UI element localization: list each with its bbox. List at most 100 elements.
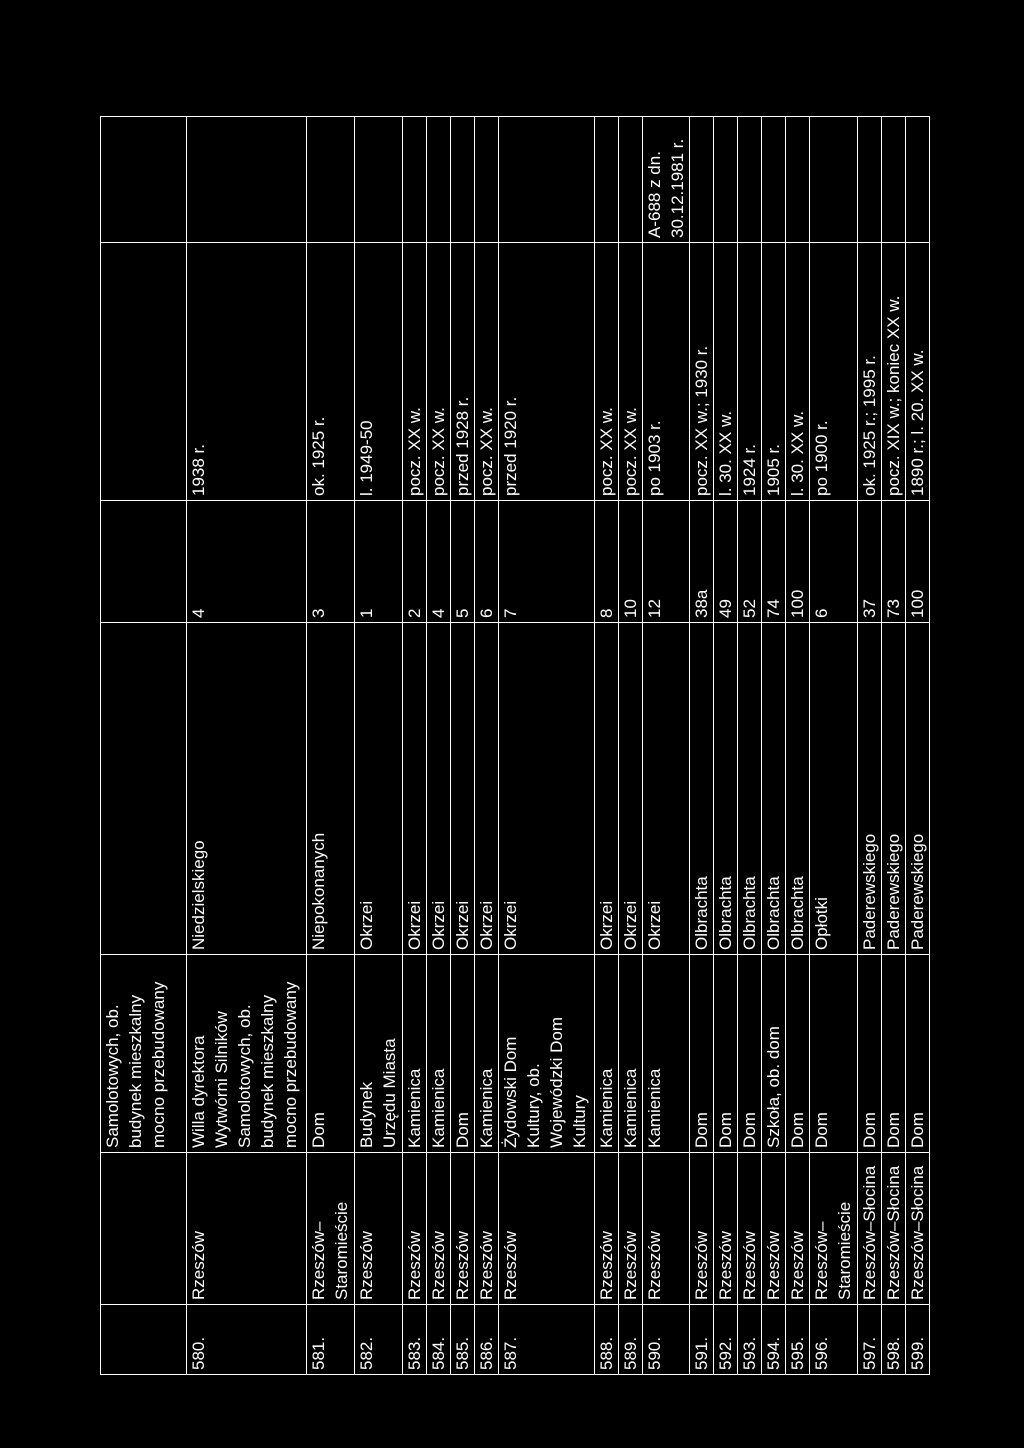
table-row: 597. Rzeszów–Słocina Dom Paderewskiego 37 ok.… — [857, 116, 882, 1375]
cell-street: Okrzei — [402, 622, 427, 955]
cell-register — [905, 116, 930, 243]
monument-register-table: Samolotowych, ob. budynek mieszkalny moc… — [100, 116, 930, 1375]
cell-register — [881, 116, 906, 243]
cell-number: 582. — [354, 1304, 403, 1375]
rotated-page: Samolotowych, ob. budynek mieszkalny moc… — [100, 116, 930, 1375]
cell-object: Dom — [881, 954, 906, 1153]
table-row: 588. Rzeszów Kamienica Okrzei 8 pocz. XX w. — [594, 116, 619, 1375]
cell-date: l. 30. XX w. — [713, 242, 738, 501]
cell-house-number: 100 — [785, 500, 810, 623]
cell-house-number: 74 — [761, 500, 786, 623]
cell-house-number: 1 — [354, 500, 403, 623]
cell-house-number — [100, 500, 187, 623]
cell-date: ok. 1925 r.; 1995 r. — [857, 242, 882, 501]
cell-town — [100, 1152, 187, 1305]
cell-object: Dom — [905, 954, 930, 1153]
cell-house-number: 5 — [450, 500, 475, 623]
cell-street: Okrzei — [354, 622, 403, 955]
cell-object: Dom — [785, 954, 810, 1153]
table-row: 593. Rzeszów Dom Olbrachta 52 1924 r. — [737, 116, 762, 1375]
cell-register — [186, 116, 307, 243]
cell-number: 598. — [881, 1304, 906, 1375]
cell-date: przed 1928 r. — [450, 242, 475, 501]
cell-town: Rzeszów — [737, 1152, 762, 1305]
cell-house-number: 4 — [426, 500, 451, 623]
cell-house-number: 10 — [618, 500, 643, 623]
table-row: Samolotowych, ob. budynek mieszkalny moc… — [100, 116, 187, 1375]
cell-register — [402, 116, 427, 243]
cell-house-number: 3 — [306, 500, 355, 623]
cell-register — [618, 116, 643, 243]
cell-register — [594, 116, 619, 243]
table-row: 585. Rzeszów Dom Okrzei 5 przed 1928 r. — [450, 116, 475, 1375]
cell-register — [306, 116, 355, 243]
cell-date: przed 1920 r. — [498, 242, 595, 501]
cell-street: Okrzei — [450, 622, 475, 955]
cell-object: Kamienica — [426, 954, 451, 1153]
cell-house-number: 52 — [737, 500, 762, 623]
cell-date: pocz. XX w. — [402, 242, 427, 501]
cell-register — [426, 116, 451, 243]
cell-town: Rzeszów — [402, 1152, 427, 1305]
table-row: 581. Rzeszów– Staromieście Dom Niepokonanyc… — [306, 116, 355, 1375]
cell-object: Kamienica — [402, 954, 427, 1153]
cell-town: Rzeszów — [426, 1152, 451, 1305]
cell-object: Budynek Urzędu Miasta — [354, 954, 403, 1153]
cell-number: 590. — [642, 1304, 690, 1375]
cell-register — [761, 116, 786, 243]
cell-number: 580. — [186, 1304, 307, 1375]
cell-town: Rzeszów– Staromieście — [809, 1152, 858, 1305]
cell-register — [450, 116, 475, 243]
cell-number: 581. — [306, 1304, 355, 1375]
cell-street: Okrzei — [498, 622, 595, 955]
cell-house-number: 38a — [689, 500, 714, 623]
table-row: 589. Rzeszów Kamienica Okrzei 10 pocz. XX w. — [618, 116, 643, 1375]
cell-date: pocz. XX w. — [426, 242, 451, 501]
cell-number: 593. — [737, 1304, 762, 1375]
cell-number: 591. — [689, 1304, 714, 1375]
cell-street: Opłotki — [809, 622, 858, 955]
cell-number — [100, 1304, 187, 1375]
cell-street: Olbrachta — [761, 622, 786, 955]
cell-house-number: 4 — [186, 500, 307, 623]
cell-object: Dom — [713, 954, 738, 1153]
cell-date: pocz. XIX w.; koniec XX w. — [881, 242, 906, 501]
cell-object: Kamienica — [474, 954, 499, 1153]
cell-register — [737, 116, 762, 243]
cell-street: Paderewskiego — [857, 622, 882, 955]
cell-town: Rzeszów — [186, 1152, 307, 1305]
table-row: 583. Rzeszów Kamienica Okrzei 2 pocz. XX w. — [402, 116, 427, 1375]
cell-house-number: 6 — [474, 500, 499, 623]
cell-number: 599. — [905, 1304, 930, 1375]
cell-object: Kamienica — [618, 954, 643, 1153]
cell-date: 1890 r.; l. 20. XX w. — [905, 242, 930, 501]
cell-register — [474, 116, 499, 243]
cell-number: 584. — [426, 1304, 451, 1375]
cell-house-number: 73 — [881, 500, 906, 623]
cell-number: 587. — [498, 1304, 595, 1375]
cell-date: pocz. XX w. — [474, 242, 499, 501]
cell-street: Okrzei — [426, 622, 451, 955]
table-row: 586. Rzeszów Kamienica Okrzei 6 pocz. XX w. — [474, 116, 499, 1375]
cell-house-number: 100 — [905, 500, 930, 623]
cell-number: 597. — [857, 1304, 882, 1375]
cell-register — [100, 116, 187, 243]
cell-number: 594. — [761, 1304, 786, 1375]
cell-object: Dom — [809, 954, 858, 1153]
cell-date: l. 30. XX w. — [785, 242, 810, 501]
table-row: 595. Rzeszów Dom Olbrachta 100 l. 30. XX w. — [785, 116, 810, 1375]
table-row: 596. Rzeszów– Staromieście Dom Opłotki 6 po 1… — [809, 116, 858, 1375]
cell-date: pocz. XX w. — [594, 242, 619, 501]
cell-date: 1924 r. — [737, 242, 762, 501]
table-row: 580. Rzeszów Willa dyrektora Wytwórni Siln… — [186, 116, 307, 1375]
table-row: 592. Rzeszów Dom Olbrachta 49 l. 30. XX w. — [713, 116, 738, 1375]
cell-house-number: 6 — [809, 500, 858, 623]
cell-register — [785, 116, 810, 243]
table-row: 584. Rzeszów Kamienica Okrzei 4 pocz. XX w. — [426, 116, 451, 1375]
table-row: 594. Rzeszów Szkoła, ob. dom Olbrachta 74 190… — [761, 116, 786, 1375]
cell-number: 589. — [618, 1304, 643, 1375]
cell-street: Okrzei — [474, 622, 499, 955]
cell-house-number: 7 — [498, 500, 595, 623]
cell-object: Dom — [450, 954, 475, 1153]
table-row: 591. Rzeszów Dom Olbrachta 38a pocz. XX w.; 1… — [689, 116, 714, 1375]
